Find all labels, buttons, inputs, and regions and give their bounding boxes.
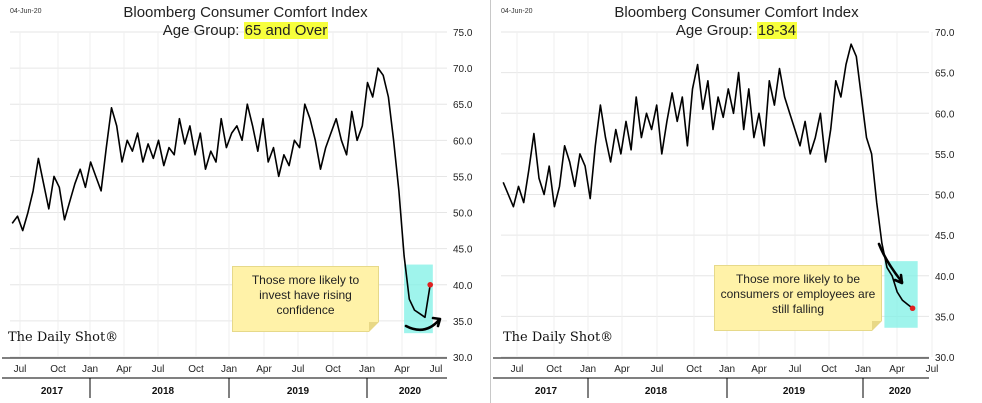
x-month-label: Oct xyxy=(50,364,66,375)
x-month-label: Jan xyxy=(82,364,98,375)
annotation-note: Those more likely to be consumers or emp… xyxy=(714,265,882,331)
x-month-label: Jul xyxy=(152,364,165,375)
brand-logo: The Daily Shot® xyxy=(8,330,119,345)
x-year-label: 2020 xyxy=(889,386,912,397)
y-tick-label: 55.0 xyxy=(453,172,473,183)
x-month-label: Oct xyxy=(686,364,702,375)
x-month-label: Jan xyxy=(359,364,375,375)
subtitle-highlight: 65 and Over xyxy=(243,22,329,39)
series-line xyxy=(11,67,431,319)
panel-divider xyxy=(490,0,491,403)
annotation-arrow xyxy=(404,318,441,332)
annotation-arrow xyxy=(877,242,904,284)
subtitle-highlight: 18-34 xyxy=(756,22,798,39)
y-tick-label: 70.0 xyxy=(935,28,955,39)
y-tick-label: 50.0 xyxy=(935,191,955,202)
x-year-label: 2019 xyxy=(287,386,310,397)
y-tick-label: 70.0 xyxy=(453,64,473,75)
y-tick-label: 30.0 xyxy=(453,353,473,364)
y-tick-label: 60.0 xyxy=(453,136,473,147)
chart-panel-right: 30.0 35.0 40.0 45.0 50.0 55.0 60.0 65.0 70.0 Jul O… xyxy=(491,0,982,403)
series-line xyxy=(502,43,914,309)
line-chart-left: 30.0 35.0 40.0 45.0 50.0 55.0 60.0 65.0 70.0 75.0… xyxy=(2,28,473,398)
end-point-marker xyxy=(427,281,434,288)
x-year-label: 2020 xyxy=(399,386,422,397)
x-year-label: 2017 xyxy=(535,386,558,397)
y-tick-label: 45.0 xyxy=(453,245,473,256)
chart-title: Bloomberg Consumer Comfort Index xyxy=(123,4,368,21)
chart-subtitle: Age Group: 65 and Over xyxy=(0,22,491,39)
y-tick-label: 50.0 xyxy=(453,209,473,220)
x-month-label: Oct xyxy=(546,364,562,375)
x-month-label: Jul xyxy=(292,364,305,375)
y-tick-label: 35.0 xyxy=(453,317,473,328)
x-month-label: Apr xyxy=(116,364,132,375)
x-month-label: Apr xyxy=(394,364,410,375)
brand-logo: The Daily Shot® xyxy=(503,330,614,345)
arrow-head xyxy=(431,316,442,328)
date-stamp: 04-Jun-20 xyxy=(501,8,533,15)
y-tick-label: 75.0 xyxy=(453,28,473,39)
chart-title: Bloomberg Consumer Comfort Index xyxy=(614,4,859,21)
x-month-label: Jul xyxy=(926,364,939,375)
x-month-label: Jul xyxy=(511,364,524,375)
x-month-label: Jan xyxy=(719,364,735,375)
x-month-label: Jul xyxy=(651,364,664,375)
y-tick-label: 55.0 xyxy=(935,150,955,161)
x-month-label: Apr xyxy=(614,364,630,375)
chart-subtitle: Age Group: 18-34 xyxy=(491,22,982,39)
annotation-note: Those more likely to invest have rising … xyxy=(232,266,379,332)
y-tick-label: 40.0 xyxy=(935,272,955,283)
y-tick-label: 65.0 xyxy=(935,69,955,80)
y-tick-label: 30.0 xyxy=(935,353,955,364)
y-tick-label: 65.0 xyxy=(453,100,473,111)
x-month-label: Oct xyxy=(325,364,341,375)
y-tick-label: 40.0 xyxy=(453,281,473,292)
x-month-label: Jan xyxy=(580,364,596,375)
x-month-label: Jan xyxy=(221,364,237,375)
y-tick-label: 35.0 xyxy=(935,312,955,323)
x-month-label: Jul xyxy=(430,364,443,375)
arrow-head xyxy=(893,273,904,285)
x-year-label: 2019 xyxy=(783,386,806,397)
x-month-label: Jul xyxy=(14,364,27,375)
subtitle-prefix: Age Group: xyxy=(162,22,244,39)
end-point-marker xyxy=(909,305,916,312)
date-stamp: 04-Jun-20 xyxy=(10,8,42,15)
x-month-label: Jul xyxy=(789,364,802,375)
x-year-label: 2017 xyxy=(41,386,64,397)
x-year-label: 2018 xyxy=(152,386,175,397)
x-month-label: Oct xyxy=(188,364,204,375)
x-year-label: 2018 xyxy=(645,386,668,397)
x-month-label: Apr xyxy=(889,364,905,375)
x-month-label: Oct xyxy=(821,364,837,375)
y-tick-label: 45.0 xyxy=(935,231,955,242)
y-tick-label: 60.0 xyxy=(935,109,955,120)
subtitle-prefix: Age Group: xyxy=(675,22,757,39)
x-month-label: Apr xyxy=(751,364,767,375)
x-month-label: Jan xyxy=(855,364,871,375)
chart-panel-left: 30.0 35.0 40.0 45.0 50.0 55.0 60.0 65.0 70.0 75.0… xyxy=(0,4,491,398)
x-month-label: Apr xyxy=(256,364,272,375)
